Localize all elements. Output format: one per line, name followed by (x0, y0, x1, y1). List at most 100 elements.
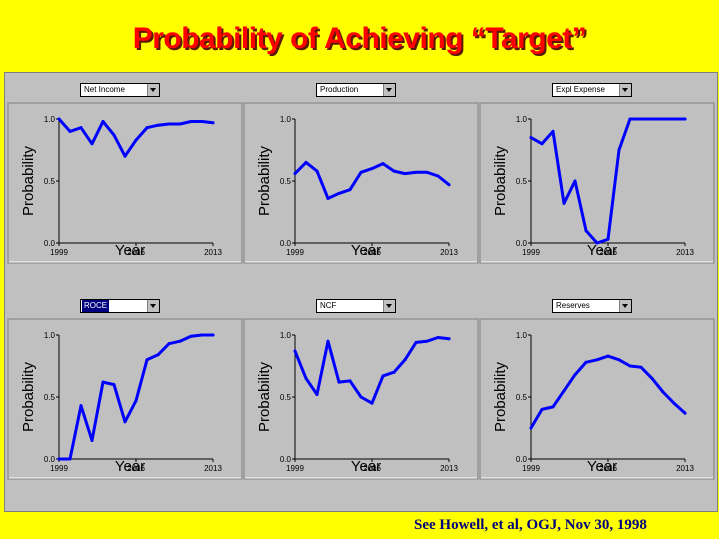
data-point (79, 404, 83, 408)
data-point (529, 426, 533, 430)
data-point (134, 399, 138, 403)
data-point (326, 339, 330, 343)
dropdown-value: Net Income (84, 85, 125, 94)
y-tick-label: 1.0 (280, 331, 292, 340)
data-point (617, 358, 621, 362)
data-point (595, 241, 599, 245)
metric-dropdown-6[interactable]: Reserves (552, 299, 632, 313)
chart-panel-6: 0.0 0.5 1.0 1999 2006 2013 Year Probability (479, 318, 715, 480)
data-point (178, 339, 182, 343)
x-tick-label: 1999 (286, 248, 304, 257)
data-point (672, 117, 676, 121)
chevron-down-icon[interactable] (383, 300, 395, 312)
x-tick-label: 2013 (676, 248, 694, 257)
citation: See Howell, et al, OGJ, Nov 30, 1998 (414, 517, 647, 533)
data-point (661, 117, 665, 121)
data-point (315, 169, 319, 173)
data-point (447, 183, 451, 187)
chevron-down-icon[interactable] (383, 84, 395, 96)
data-point (315, 393, 319, 397)
data-point (200, 119, 204, 123)
data-point (650, 376, 654, 380)
metric-dropdown-4[interactable]: ROCE (80, 299, 160, 313)
data-point (57, 117, 61, 121)
metric-dropdown-1[interactable]: Net Income (80, 83, 160, 97)
panel-border (7, 102, 243, 264)
chevron-down-icon[interactable] (147, 84, 159, 96)
y-tick-label: 1.0 (44, 115, 56, 124)
y-tick-label: 0.0 (516, 455, 528, 464)
x-axis-label: Year (587, 458, 617, 475)
data-point (112, 383, 116, 387)
y-tick-label: 1.0 (44, 331, 56, 340)
y-axis-label: Probability (256, 361, 273, 432)
data-point (425, 339, 429, 343)
data-point (584, 360, 588, 364)
data-point (123, 420, 127, 424)
y-tick-label: 0.5 (280, 393, 292, 402)
y-axis-label: Probability (20, 145, 37, 216)
metric-dropdown-2[interactable]: Production (316, 83, 396, 97)
x-axis-label: Year (115, 242, 145, 259)
panel-border (243, 318, 479, 480)
data-point (639, 365, 643, 369)
data-point (359, 170, 363, 174)
data-point (628, 117, 632, 121)
data-point (529, 136, 533, 140)
x-tick-label: 2013 (440, 248, 458, 257)
data-point (156, 353, 160, 357)
data-point (650, 117, 654, 121)
chart-panel-4: 0.0 0.5 1.0 1999 2006 2013 Year Probability (7, 318, 243, 480)
data-point (200, 333, 204, 337)
metric-dropdown-3[interactable]: Expl Expense (552, 83, 632, 97)
y-tick-label: 0.0 (516, 239, 528, 248)
chevron-down-icon[interactable] (147, 300, 159, 312)
x-tick-label: 2006 (599, 464, 617, 473)
x-tick-label: 2006 (363, 248, 381, 257)
y-tick-label: 0.0 (44, 455, 56, 464)
dropdown-value: ROCE (82, 300, 110, 312)
data-point (573, 179, 577, 183)
data-point (447, 337, 451, 341)
chevron-down-icon[interactable] (619, 84, 631, 96)
x-tick-label: 1999 (286, 464, 304, 473)
data-point (436, 335, 440, 339)
data-point (337, 191, 341, 195)
data-point (540, 407, 544, 411)
panel-border (7, 318, 243, 480)
dropdown-value: NCF (320, 301, 337, 310)
x-tick-label: 2006 (363, 464, 381, 473)
y-tick-label: 0.5 (516, 177, 528, 186)
y-tick-label: 0.5 (280, 177, 292, 186)
data-point (672, 401, 676, 405)
chart-grid-window: 0.0 0.5 1.0 1999 2006 2013 Year Probability 0.0 0… (4, 72, 718, 512)
data-point (101, 380, 105, 384)
data-point (562, 201, 566, 205)
chart-panel-2: 0.0 0.5 1.0 1999 2006 2013 Year Probability (243, 102, 479, 264)
x-tick-label: 2013 (204, 248, 222, 257)
data-point (381, 162, 385, 166)
data-point (436, 174, 440, 178)
metric-dropdown-5[interactable]: NCF (316, 299, 396, 313)
data-point (595, 358, 599, 362)
y-tick-label: 1.0 (516, 115, 528, 124)
data-point (293, 172, 297, 176)
x-tick-label: 2006 (599, 248, 617, 257)
data-point (211, 333, 215, 337)
y-axis-label: Probability (20, 361, 37, 432)
data-point (540, 142, 544, 146)
x-tick-label: 2013 (204, 464, 222, 473)
x-tick-label: 2006 (127, 248, 145, 257)
x-tick-label: 1999 (50, 248, 68, 257)
data-point (189, 334, 193, 338)
chart-panel-1: 0.0 0.5 1.0 1999 2006 2013 Year Probability (7, 102, 243, 264)
chevron-down-icon[interactable] (619, 300, 631, 312)
x-axis-label: Year (351, 242, 381, 259)
data-point (370, 167, 374, 171)
data-point (551, 405, 555, 409)
data-point (617, 148, 621, 152)
data-point (562, 389, 566, 393)
data-point (101, 119, 105, 123)
y-tick-label: 0.0 (44, 239, 56, 248)
